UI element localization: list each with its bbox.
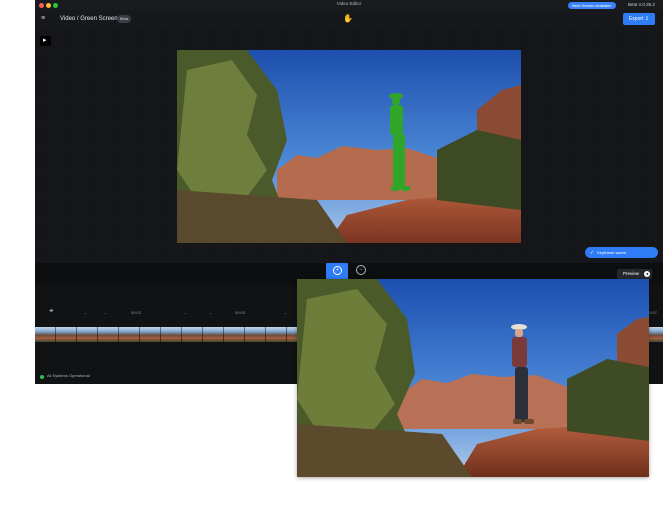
update-label: New Version Available: [572, 3, 612, 8]
beta-badge: Beta: [117, 15, 132, 23]
keyframe-saved-toast: ✓ Keyframe saved: [585, 247, 658, 258]
ruler-dot: [210, 313, 211, 314]
preview-label: Preview: [623, 271, 640, 276]
tick-label: 00:07: [647, 310, 658, 315]
hand-icon[interactable]: ✋: [343, 14, 353, 23]
ruler-dot: [85, 313, 86, 314]
breadcrumb: Video / Green Screen: [60, 16, 118, 22]
remove-keyframe-button[interactable]: −: [356, 265, 366, 275]
film-frame: [98, 327, 119, 342]
ruler-dot: [105, 313, 106, 314]
preview-toggle-icon: ●: [644, 270, 651, 277]
zoom-window-button[interactable]: [53, 3, 58, 8]
version-label: Beta V.0.35.2: [628, 2, 655, 7]
film-frame: [35, 327, 56, 342]
video-stage: ▸: [35, 28, 663, 263]
film-frame: [203, 327, 224, 342]
export-button[interactable]: Export ⇩: [623, 13, 655, 25]
minimize-window-button[interactable]: [46, 3, 51, 8]
preview-button[interactable]: Preview ●: [617, 269, 652, 279]
title-bar: Video Editor New Version Available Beta …: [35, 0, 663, 10]
film-frame: [119, 327, 140, 342]
record-keyframe-button[interactable]: +: [326, 263, 348, 279]
check-icon: ✓: [589, 250, 595, 256]
film-frame: [77, 327, 98, 342]
green-screen-video-preview[interactable]: [177, 50, 521, 243]
film-frame: [182, 327, 203, 342]
status-text: All Systems Operational: [47, 373, 90, 378]
close-window-button[interactable]: [39, 3, 44, 8]
menu-icon[interactable]: ≡: [41, 15, 46, 22]
ruler-dot: [185, 313, 186, 314]
play-icon[interactable]: ▸: [40, 36, 51, 46]
tick-label: 00:03: [235, 310, 246, 315]
toast-text: Keyframe saved: [597, 250, 627, 255]
ruler-dot: [285, 313, 286, 314]
film-frame: [224, 327, 245, 342]
film-frame: [161, 327, 182, 342]
header-bar: ≡ Video / Green Screen Beta ✋ Export ⇩: [35, 10, 663, 28]
film-frame: [266, 327, 287, 342]
export-label: Export: [628, 16, 644, 22]
crosshair-icon[interactable]: ⌖: [49, 306, 54, 315]
video-frame-green: [177, 50, 521, 243]
video-frame-original: [297, 279, 649, 477]
update-available-button[interactable]: New Version Available: [568, 2, 616, 9]
film-frame: [56, 327, 77, 342]
status-indicator: [40, 375, 44, 379]
film-frame: [648, 327, 663, 342]
video-editor-window: Video Editor New Version Available Beta …: [35, 0, 663, 384]
window-title: Video Editor: [336, 1, 362, 6]
film-frame: [140, 327, 161, 342]
film-frame: [245, 327, 266, 342]
original-video-preview[interactable]: [297, 279, 649, 477]
tick-label: 00:02: [131, 310, 142, 315]
